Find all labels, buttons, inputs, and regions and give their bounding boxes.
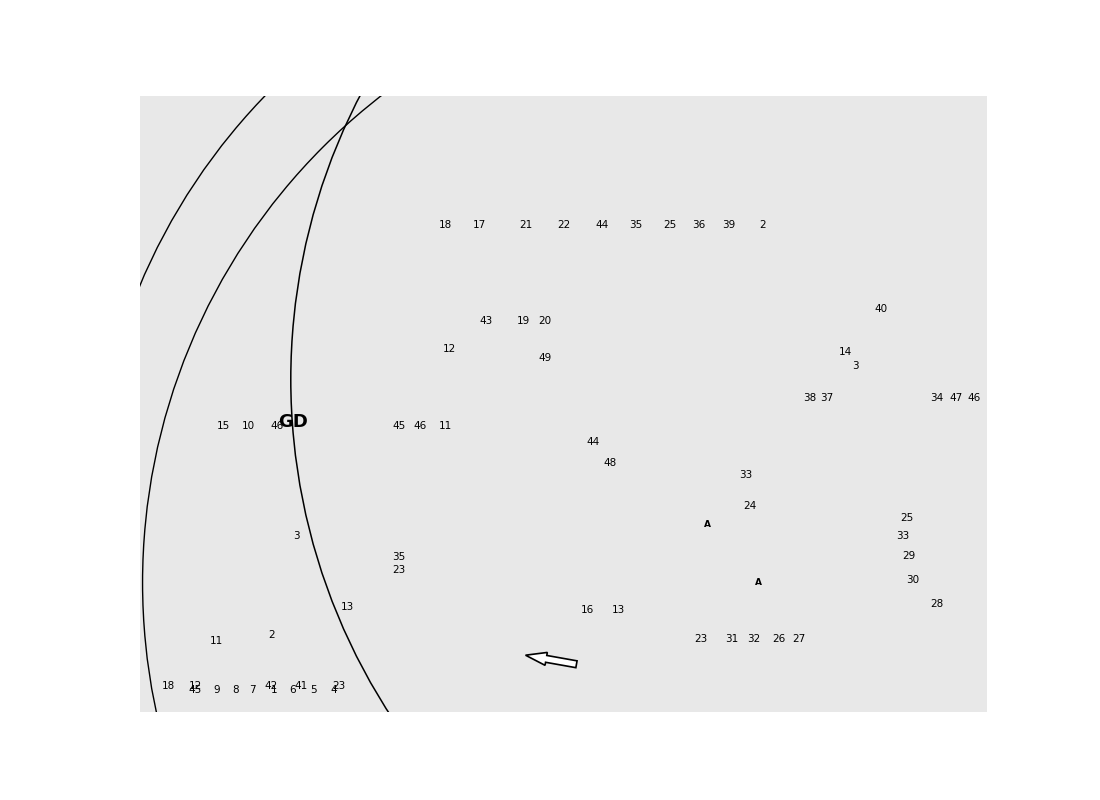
Text: 46: 46	[271, 421, 284, 430]
Text: a passion for
parts: a passion for parts	[487, 419, 674, 537]
Text: A: A	[755, 578, 762, 587]
Text: 41: 41	[295, 681, 308, 690]
Bar	[437, 342, 480, 478]
Bar	[306, 379, 1100, 749]
Text: 16: 16	[581, 606, 594, 615]
Circle shape	[236, 78, 1100, 800]
Bar	[0, 432, 922, 447]
Bar	[419, 1, 1035, 800]
Text: 8: 8	[232, 686, 239, 695]
FancyBboxPatch shape	[632, 401, 877, 800]
Text: 11: 11	[439, 421, 452, 430]
Text: 17: 17	[472, 220, 486, 230]
Bar	[2, 321, 618, 800]
Bar	[0, 379, 212, 749]
Text: 35: 35	[392, 552, 405, 562]
Text: 23: 23	[392, 566, 405, 575]
Text: 25: 25	[663, 220, 676, 230]
Text: 29: 29	[903, 551, 916, 561]
FancyBboxPatch shape	[0, 201, 663, 800]
Text: 45: 45	[392, 421, 405, 430]
Bar	[451, 1, 1067, 800]
FancyBboxPatch shape	[337, 401, 581, 800]
Text: 22: 22	[557, 220, 571, 230]
Text: 49: 49	[539, 353, 552, 363]
FancyBboxPatch shape	[781, 401, 1025, 800]
Text: 23: 23	[332, 681, 345, 690]
Circle shape	[290, 0, 1100, 800]
Text: 11: 11	[210, 636, 223, 646]
Text: 48: 48	[604, 458, 617, 467]
Bar	[640, 170, 818, 330]
Text: 6: 6	[289, 686, 296, 695]
Text: 26: 26	[772, 634, 785, 644]
Text: 5: 5	[310, 686, 317, 695]
Text: 46: 46	[968, 393, 981, 403]
Text: 43: 43	[480, 316, 493, 326]
Text: 39: 39	[723, 220, 736, 230]
Text: 7: 7	[250, 686, 256, 695]
Text: 3: 3	[294, 531, 300, 542]
Text: 18: 18	[439, 220, 452, 230]
Text: 45: 45	[189, 686, 202, 695]
Text: 34: 34	[930, 393, 943, 403]
Text: 13: 13	[613, 606, 626, 615]
Text: 14: 14	[838, 346, 851, 357]
Text: 19: 19	[517, 316, 530, 326]
Text: FS: FS	[744, 249, 977, 411]
Text: 4: 4	[330, 686, 337, 695]
Bar	[212, 441, 306, 687]
FancyBboxPatch shape	[485, 401, 729, 800]
Text: GD: GD	[278, 414, 308, 431]
Text: 12: 12	[189, 681, 202, 690]
Text: 40: 40	[874, 303, 888, 314]
Text: 18: 18	[162, 681, 175, 690]
Text: 1: 1	[271, 686, 277, 695]
Text: 44: 44	[595, 220, 608, 230]
Text: 20: 20	[539, 316, 552, 326]
Text: 23: 23	[694, 634, 707, 644]
Text: 3: 3	[852, 361, 859, 371]
Text: 2: 2	[268, 630, 275, 640]
Text: 38: 38	[803, 393, 816, 403]
Text: 28: 28	[930, 599, 943, 610]
Text: 46: 46	[414, 421, 427, 430]
Text: 30: 30	[906, 574, 920, 585]
Bar	[0, 321, 550, 800]
Circle shape	[0, 70, 688, 800]
Text: 12: 12	[443, 343, 456, 354]
Text: 13: 13	[341, 602, 354, 612]
Text: 21: 21	[519, 220, 532, 230]
Text: 9: 9	[213, 686, 220, 695]
Text: 24: 24	[744, 501, 757, 510]
Text: A: A	[704, 520, 712, 529]
Text: 27: 27	[793, 634, 806, 644]
Text: 33: 33	[895, 531, 910, 542]
Text: 15: 15	[217, 421, 230, 430]
Text: 2085: 2085	[679, 521, 736, 558]
Text: 44: 44	[586, 437, 600, 447]
Bar	[0, 250, 562, 800]
Text: 35: 35	[629, 220, 642, 230]
Text: 2: 2	[759, 220, 766, 230]
Text: 25: 25	[900, 513, 913, 523]
FancyBboxPatch shape	[33, 284, 493, 800]
Text: 47: 47	[949, 393, 962, 403]
Text: 42: 42	[265, 681, 278, 690]
Text: 37: 37	[820, 393, 833, 403]
Text: 32: 32	[747, 634, 760, 644]
Text: 31: 31	[725, 634, 738, 644]
Text: 10: 10	[242, 421, 255, 430]
Text: 36: 36	[693, 220, 706, 230]
Bar	[318, 490, 424, 694]
Text: 33: 33	[739, 470, 752, 480]
FancyArrow shape	[526, 653, 578, 668]
